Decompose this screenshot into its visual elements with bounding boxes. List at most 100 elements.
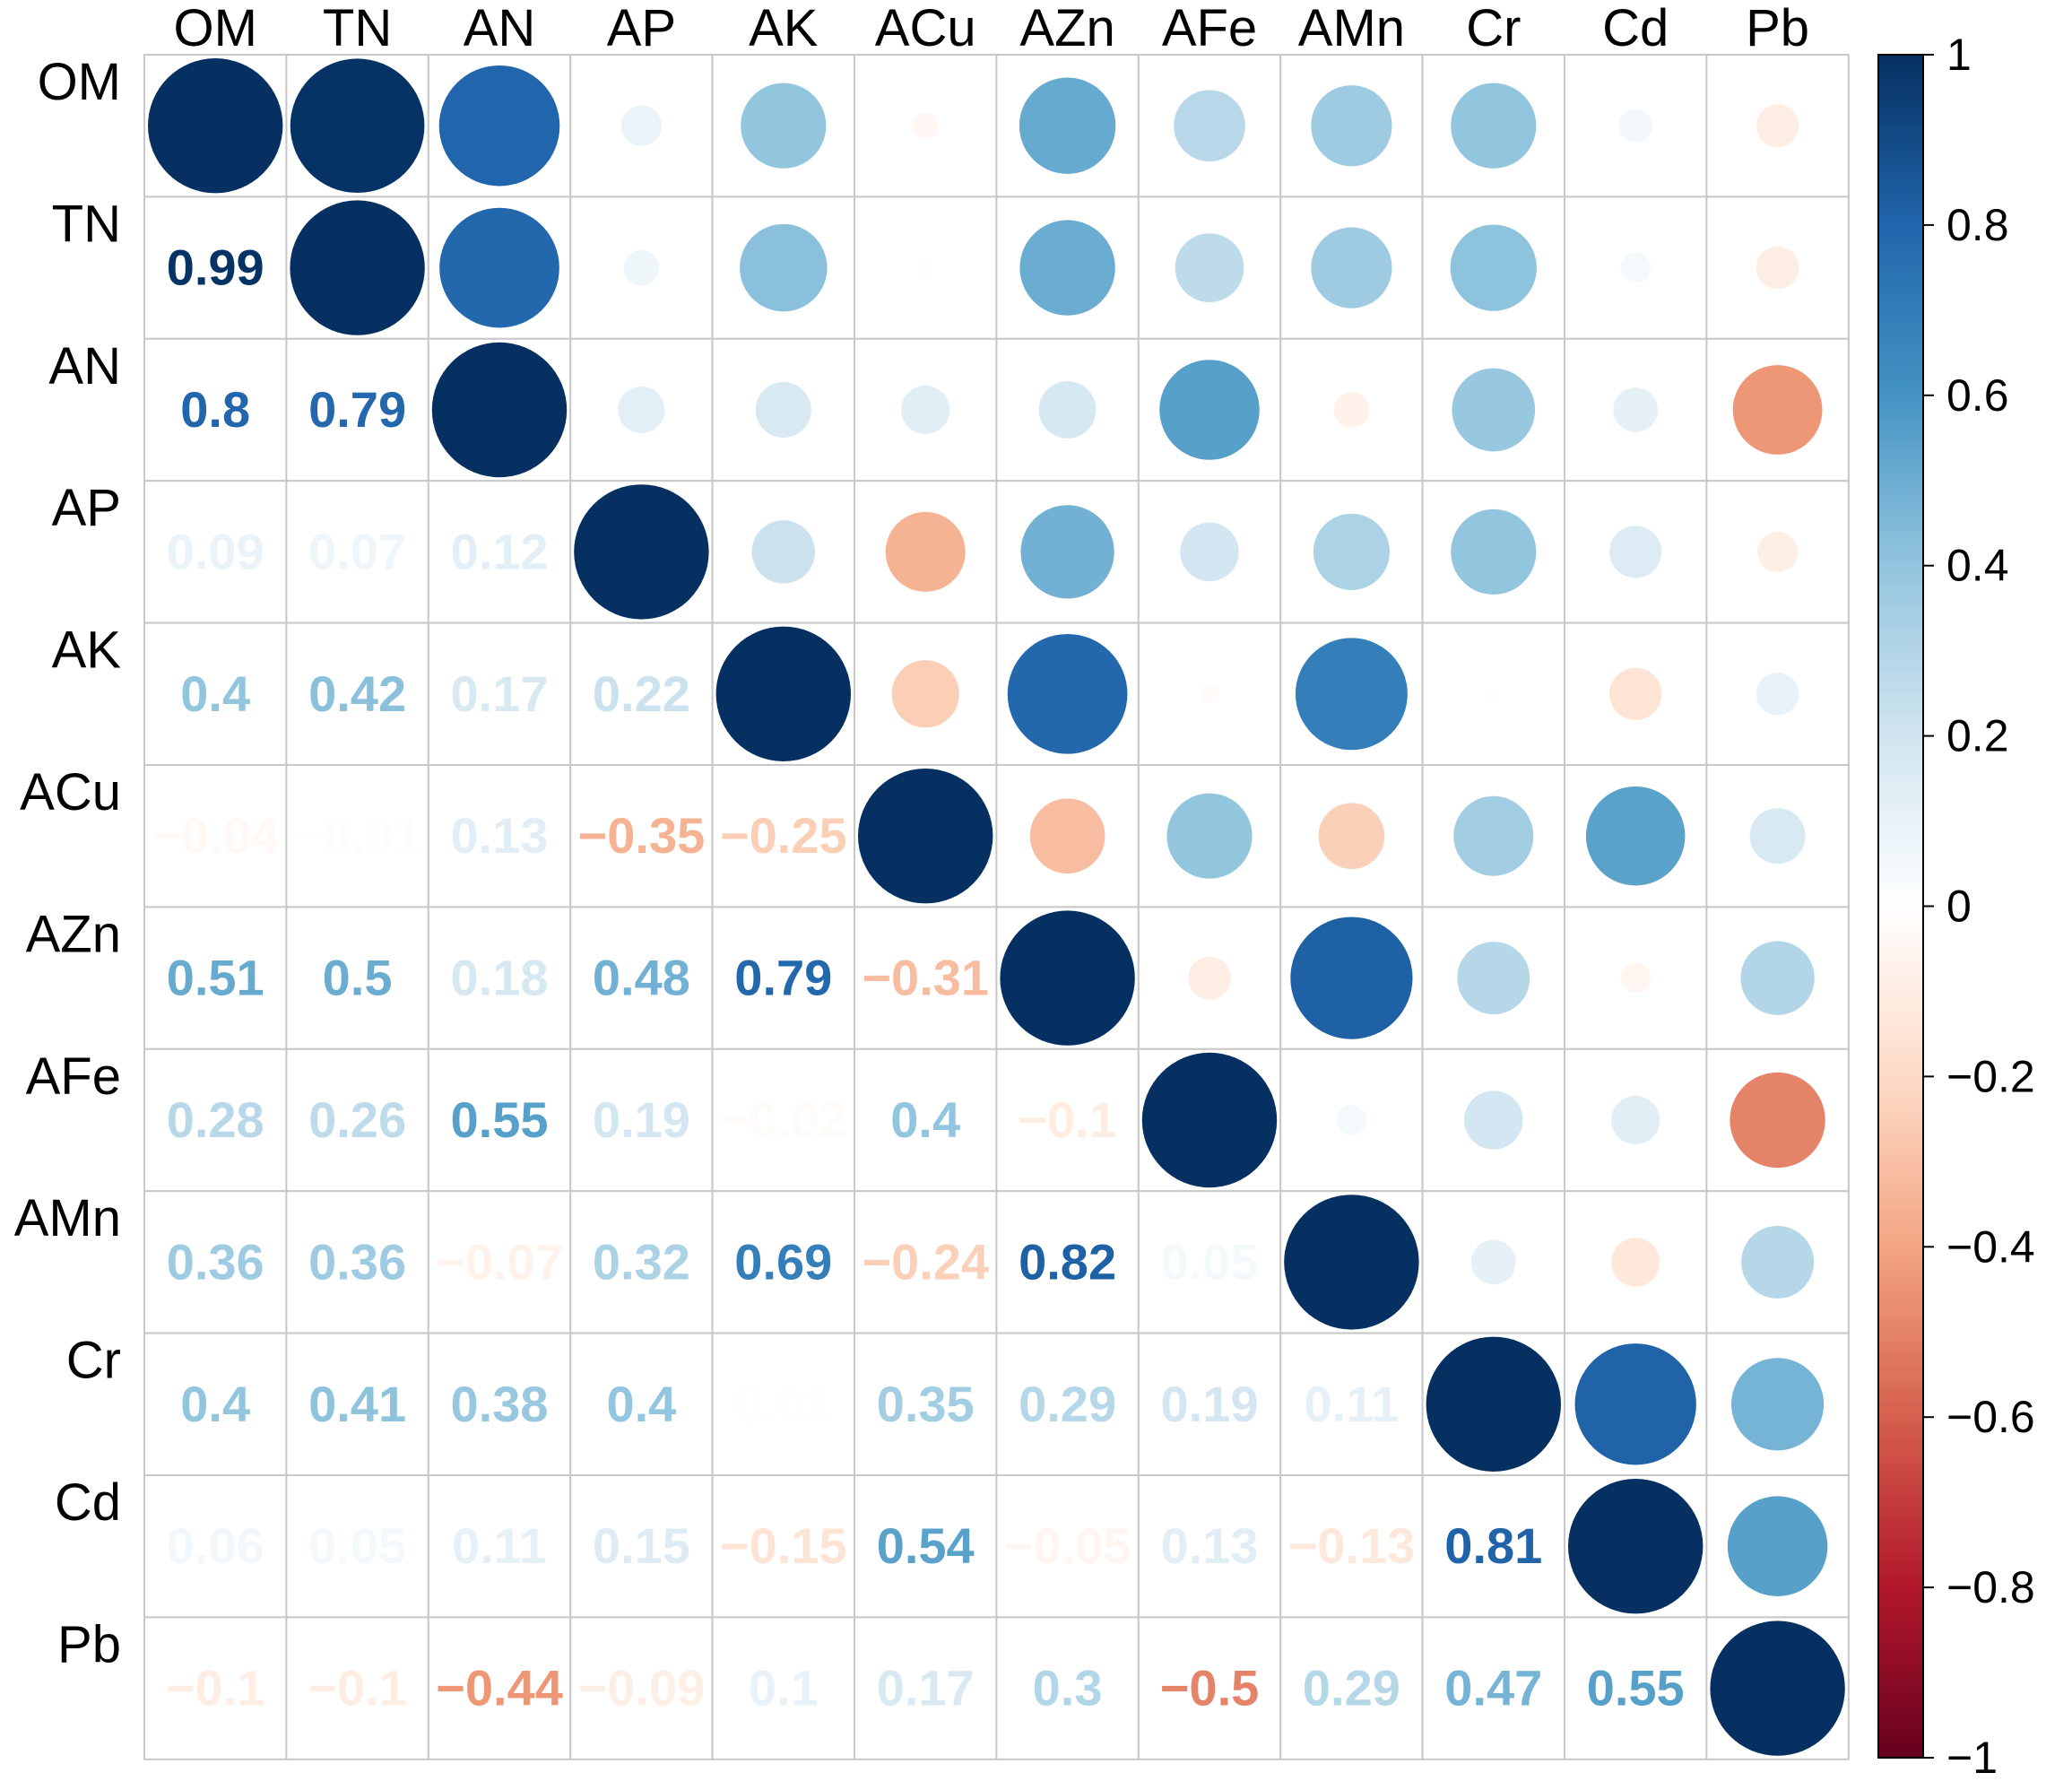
corr-value-AMn-AN: −0.07 (436, 1233, 563, 1290)
corr-circle-AK-Pb (1756, 673, 1799, 716)
corr-circle-OM-AMn (1311, 85, 1392, 167)
corr-circle-AFe-Pb (1730, 1072, 1825, 1169)
corr-circle-Pb-Pb (1710, 1621, 1845, 1756)
corr-value-AFe-AP: 0.19 (593, 1091, 690, 1148)
corr-circle-AK-AK (715, 626, 851, 761)
grid-cell (143, 1047, 288, 1193)
corr-circle-AFe-Cd (1611, 1095, 1660, 1145)
corr-circle-TN-Cd (1620, 252, 1652, 283)
corr-circle-AN-Cr (1452, 368, 1536, 452)
corr-value-Pb-Cd: 0.55 (1587, 1660, 1685, 1716)
column-label-AK: AK (749, 0, 819, 57)
corr-circle-OM-ACu (912, 112, 940, 140)
colorbar-tick-label: 0.2 (1946, 711, 2009, 761)
corr-value-AZn-AP: 0.48 (593, 950, 690, 1006)
column-label-ACu: ACu (875, 0, 976, 57)
grid-cell (143, 764, 288, 908)
corr-value-Cd-AFe: 0.13 (1161, 1517, 1259, 1574)
corr-circle-OM-OM (148, 58, 283, 194)
corr-value-AP-OM: 0.09 (167, 523, 264, 579)
corr-value-Pb-Cr: 0.47 (1444, 1660, 1542, 1716)
grid-cell (285, 906, 429, 1050)
corr-value-AMn-ACu: −0.24 (862, 1233, 989, 1290)
corr-circle-TN-AK (740, 223, 828, 312)
corr-value-AFe-TN: 0.26 (308, 1091, 406, 1148)
colorbar-gradient (1877, 54, 1924, 1759)
grid-cell (143, 196, 288, 340)
corr-circle-TN-AP (623, 249, 660, 286)
grid-cell (427, 1190, 572, 1334)
grid-cell (854, 1616, 998, 1760)
corr-circle-AZn-AZn (1000, 910, 1135, 1046)
corr-value-AFe-OM: 0.28 (167, 1091, 264, 1148)
corr-circle-AZn-AMn (1290, 917, 1413, 1039)
grid-cell (854, 1190, 998, 1334)
corr-circle-AN-AP (618, 386, 665, 434)
corr-value-Cd-AP: 0.15 (593, 1517, 690, 1574)
corr-circle-AZn-Pb (1740, 941, 1815, 1015)
corr-circle-AN-Cd (1613, 387, 1659, 432)
corr-circle-TN-TN (290, 200, 425, 335)
corr-value-ACu-AN: 0.13 (451, 807, 549, 864)
row-label-OM: OM (38, 53, 121, 111)
corr-circle-AZn-AFe (1188, 956, 1231, 1000)
corr-value-ACu-AP: −0.35 (578, 807, 706, 864)
row-label-AP: AP (52, 479, 121, 537)
grid-cell (711, 1047, 855, 1193)
corr-circle-AK-AFe (1200, 684, 1219, 704)
corr-circle-ACu-Cr (1453, 795, 1534, 876)
corr-circle-AP-AP (574, 484, 709, 620)
corr-value-Cr-ACu: 0.35 (877, 1376, 975, 1432)
row-label-AK: AK (52, 621, 122, 680)
corr-value-Cr-AN: 0.38 (451, 1376, 549, 1432)
corr-circle-AP-Cd (1609, 526, 1662, 578)
corr-circle-AP-ACu (885, 511, 966, 592)
corr-value-ACu-OM: −0.04 (152, 807, 279, 864)
corr-value-Cd-OM: 0.06 (167, 1517, 264, 1574)
corr-circle-TN-AMn (1311, 227, 1392, 308)
corr-circle-OM-AN (438, 65, 560, 187)
corr-circle-AFe-AFe (1141, 1052, 1278, 1188)
grid-cell (711, 906, 855, 1050)
grid-cell (285, 1616, 429, 1760)
grid-cell (569, 1332, 714, 1476)
grid-cell (1279, 1474, 1424, 1619)
corr-value-AN-TN: 0.79 (308, 381, 406, 438)
column-label-Pb: Pb (1746, 0, 1809, 57)
corr-value-ACu-TN: −0.01 (294, 807, 421, 864)
corr-value-AFe-ACu: 0.4 (890, 1091, 960, 1148)
colorbar-tick-label: 0.6 (1946, 370, 2009, 421)
row-label-ACu: ACu (20, 763, 121, 821)
grid-cell (285, 1474, 429, 1619)
grid-cell (1137, 1474, 1282, 1619)
corr-value-Pb-TN: −0.1 (308, 1660, 407, 1716)
grid-cell (1137, 1332, 1282, 1476)
corr-value-AZn-OM: 0.51 (167, 950, 264, 1006)
grid-cell (1421, 196, 1565, 340)
corr-circle-TN-AZn (1019, 220, 1115, 316)
corr-circle-AFe-Cr (1464, 1091, 1523, 1150)
corr-circle-TN-AN (439, 207, 559, 328)
column-label-AMn: AMn (1298, 0, 1405, 57)
corr-circle-AN-AZn (1038, 381, 1097, 439)
corr-circle-ACu-AFe (1166, 793, 1253, 879)
row-label-AN: AN (48, 337, 121, 395)
colorbar-tick-label: 0.4 (1946, 541, 2009, 591)
corr-value-Cr-AP: 0.4 (606, 1376, 676, 1432)
corr-circle-AZn-Cr (1457, 942, 1530, 1015)
row-label-Pb: Pb (57, 1615, 121, 1673)
corr-value-Pb-AP: −0.09 (578, 1660, 706, 1716)
corr-circle-AN-AN (431, 342, 568, 478)
corr-value-AMn-AZn: 0.82 (1019, 1233, 1116, 1290)
grid-cell (427, 1047, 572, 1193)
grid-cell (854, 906, 998, 1050)
column-label-AN: AN (464, 0, 536, 57)
labels-layer: OM TN AN AP AK ACu AZn AFe AMn Cr Cd Pb OM TN AN AP AK AC… (14, 0, 1809, 1673)
corr-circle-ACu-Cd (1585, 786, 1686, 886)
corr-value-Pb-AN: −0.44 (436, 1660, 563, 1716)
colorbar-tick-label: −0.2 (1946, 1051, 2035, 1101)
corr-circle-AP-AFe (1180, 522, 1239, 582)
grid-cell (995, 1332, 1140, 1476)
grid-cell (143, 1474, 288, 1619)
